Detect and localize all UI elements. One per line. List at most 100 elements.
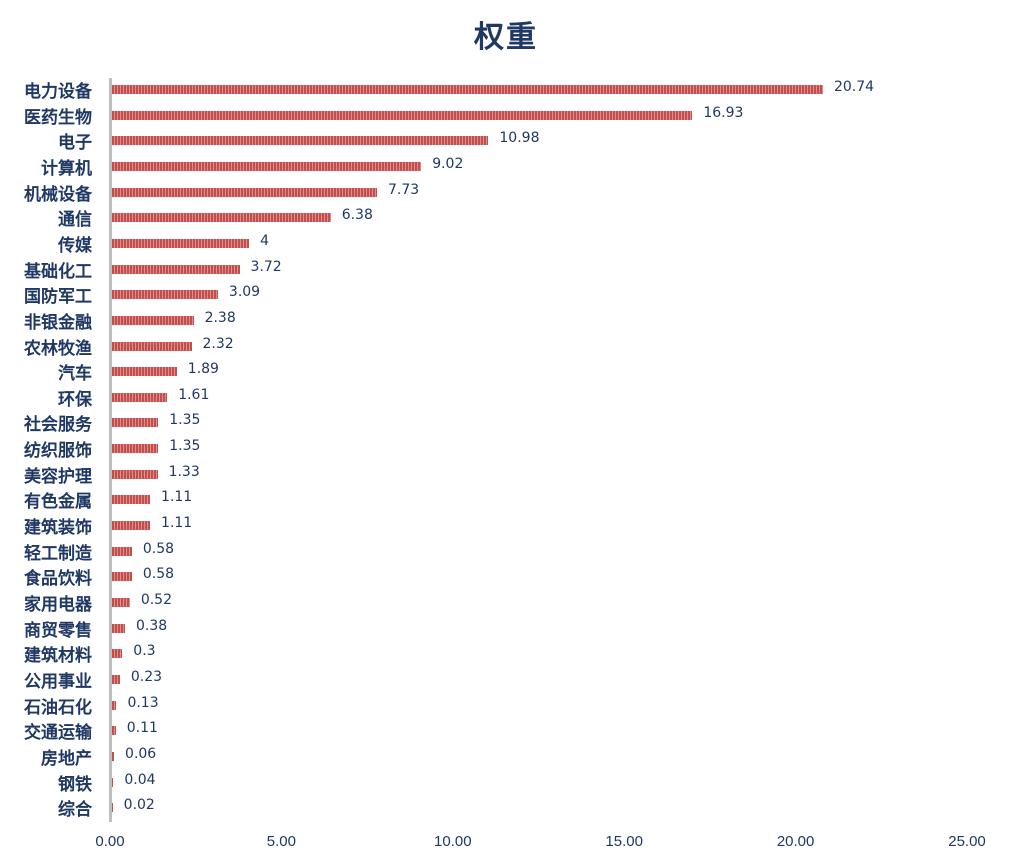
bar-row: 有色金属 1.11 xyxy=(0,489,1012,513)
category-label: 建筑材料 xyxy=(24,646,92,667)
bar xyxy=(112,85,823,94)
category-label: 电力设备 xyxy=(24,82,92,102)
category-label: 通信 xyxy=(58,210,92,231)
value-label: 0.52 xyxy=(140,592,172,608)
value-label: 2.32 xyxy=(202,335,234,352)
bar-row: 农林牧渔 2.32 xyxy=(0,335,1012,359)
category-label: 纺织服饰 xyxy=(24,441,92,462)
value-label: 16.93 xyxy=(703,104,744,121)
x-tick-label: 0.00 xyxy=(95,833,125,850)
bar xyxy=(112,187,377,197)
value-label: 0.06 xyxy=(125,745,157,762)
bar xyxy=(112,649,123,659)
bar xyxy=(112,751,115,761)
bar xyxy=(112,444,159,454)
value-label: 3.72 xyxy=(250,258,282,275)
bar-row: 交通运输 0.11 xyxy=(0,720,1012,744)
category-label: 传媒 xyxy=(58,235,92,256)
category-label: 社会服务 xyxy=(24,415,92,436)
value-label: 1.35 xyxy=(169,438,201,455)
bar xyxy=(112,726,116,736)
bar xyxy=(112,367,177,377)
category-label: 电子 xyxy=(58,133,92,154)
value-label: 0.58 xyxy=(142,540,175,557)
bar-row: 轻工制造 0.58 xyxy=(0,540,1012,564)
category-label: 有色金属 xyxy=(24,492,92,513)
x-tick-label: 15.00 xyxy=(605,833,643,850)
bar-row: 房地产 0.06 xyxy=(0,745,1012,769)
bar xyxy=(112,264,240,274)
bar xyxy=(112,803,113,813)
category-label: 汽车 xyxy=(58,364,92,385)
bar xyxy=(112,546,132,556)
category-label: 建筑装饰 xyxy=(24,518,92,539)
category-label: 基础化工 xyxy=(24,261,92,282)
bar xyxy=(112,213,331,223)
bar xyxy=(112,238,250,248)
bar xyxy=(112,521,151,531)
value-label: 0.38 xyxy=(136,617,168,634)
value-label: 0.04 xyxy=(124,771,156,788)
value-label: 1.33 xyxy=(168,463,200,480)
category-label: 机械设备 xyxy=(24,184,92,205)
bar-row: 汽车 1.89 xyxy=(0,361,1012,385)
bar xyxy=(112,418,159,428)
y-axis-line xyxy=(109,78,112,822)
value-label: 1.11 xyxy=(161,489,193,506)
category-label: 国防军工 xyxy=(24,287,92,308)
bar-row: 传媒 4 xyxy=(0,232,1012,256)
bar xyxy=(112,495,151,505)
bar xyxy=(112,136,489,146)
value-label: 0.58 xyxy=(142,566,175,583)
bar-row: 美容护理 1.33 xyxy=(0,463,1012,487)
bar xyxy=(112,598,130,607)
category-label: 计算机 xyxy=(41,158,92,179)
bar xyxy=(112,290,218,300)
bar-row: 基础化工 3.72 xyxy=(0,258,1012,282)
bar-row: 社会服务 1.35 xyxy=(0,412,1012,436)
category-label: 石油石化 xyxy=(24,697,92,718)
value-label: 3.09 xyxy=(228,284,261,301)
value-label: 0.11 xyxy=(126,720,158,737)
bar xyxy=(112,341,192,351)
bar-row: 国防军工 3.09 xyxy=(0,284,1012,308)
value-label: 0.13 xyxy=(127,694,159,711)
value-label: 1.89 xyxy=(187,361,219,378)
bar xyxy=(112,469,158,479)
x-tick-label: 5.00 xyxy=(266,833,296,850)
x-tick-label: 20.00 xyxy=(776,833,815,850)
category-label: 综合 xyxy=(58,800,92,821)
value-label: 7.73 xyxy=(387,181,420,198)
category-label: 交通运输 xyxy=(24,723,92,744)
value-label: 4 xyxy=(260,232,270,249)
bar-row: 机械设备 7.73 xyxy=(0,181,1012,205)
category-label: 房地产 xyxy=(41,748,92,769)
bar-row: 家用电器 0.52 xyxy=(0,592,1012,615)
category-label: 钢铁 xyxy=(58,774,92,795)
category-label: 轻工制造 xyxy=(24,543,92,564)
value-label: 2.38 xyxy=(204,309,236,326)
bar-row: 通信 6.38 xyxy=(0,207,1012,231)
bar-row: 电子 10.98 xyxy=(0,130,1012,154)
value-label: 20.74 xyxy=(833,79,875,95)
x-tick-label: 10.00 xyxy=(434,833,472,850)
bar-row: 钢铁 0.04 xyxy=(0,771,1012,795)
bar-row: 非银金融 2.38 xyxy=(0,309,1012,333)
bar xyxy=(112,623,126,633)
category-label: 医药生物 xyxy=(24,107,92,128)
value-label: 1.61 xyxy=(178,386,210,403)
bar xyxy=(112,161,422,171)
category-label: 家用电器 xyxy=(24,595,92,615)
bar-row: 计算机 9.02 xyxy=(0,156,1012,179)
bar xyxy=(112,315,194,325)
bar xyxy=(112,572,132,582)
bar-row: 综合 0.02 xyxy=(0,797,1012,821)
category-label: 食品饮料 xyxy=(24,569,92,590)
bar xyxy=(112,674,120,684)
category-label: 农林牧渔 xyxy=(24,338,92,359)
category-label: 美容护理 xyxy=(24,466,92,487)
value-label: 0.02 xyxy=(123,797,155,814)
x-tick-label: 25.00 xyxy=(948,833,986,850)
chart-title: 权重 xyxy=(474,20,538,55)
bar-row: 医药生物 16.93 xyxy=(0,104,1012,128)
